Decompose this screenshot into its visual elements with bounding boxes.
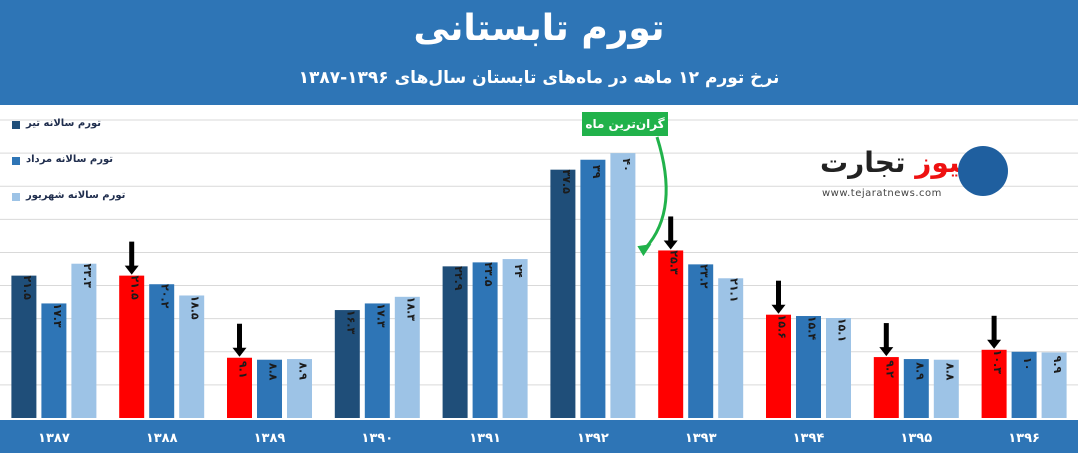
bar <box>873 357 899 418</box>
bar <box>610 153 636 418</box>
data-label: ۱۷.۳ <box>374 303 387 328</box>
bar <box>933 359 959 418</box>
x-tick-label: ۱۳۸۸ <box>146 431 178 446</box>
data-label: ۹.۹ <box>1051 356 1064 374</box>
tejaratnews-logo: نیوز تجارت www.tejaratnews.com <box>812 140 1008 208</box>
data-label: ۲۵.۳ <box>668 250 681 275</box>
data-label: ۸.۸ <box>267 363 280 381</box>
x-tick-label: ۱۳۹۰ <box>361 431 393 446</box>
legend-item-tir: تورم سالانه تیر <box>12 118 142 154</box>
data-label: ۱۵.۱ <box>836 318 849 342</box>
x-tick-label: ۱۳۹۴ <box>793 431 825 446</box>
bar <box>718 278 744 418</box>
data-label: ۸.۹ <box>297 362 310 380</box>
data-label: ۹.۱ <box>237 361 250 379</box>
peak-annotation-arrowhead <box>637 244 652 257</box>
data-label: ۱۶.۳ <box>344 310 357 335</box>
x-tick-label: ۱۳۹۳ <box>685 431 717 446</box>
bar <box>1011 351 1037 418</box>
highlight-arrow-head <box>771 304 786 314</box>
bar <box>903 359 929 418</box>
logo-wordmark: نیوز تجارت <box>820 146 971 179</box>
highlight-arrow-head <box>124 265 139 275</box>
x-tick-label: ۱۳۸۷ <box>38 431 70 446</box>
x-tick-label: ۱۳۹۲ <box>577 431 609 446</box>
data-label: ۱۰ <box>1021 357 1034 370</box>
chart-subtitle: نرخ تورم ۱۲ ماهه در ماه‌های تابستان سال‌… <box>298 68 780 88</box>
data-label: ۸.۸ <box>943 363 956 381</box>
legend-label-mordad: تورم سالانه مرداد <box>26 154 114 165</box>
bar <box>71 263 97 418</box>
bar <box>364 303 390 418</box>
bar <box>688 264 714 418</box>
logo-url: www.tejaratnews.com <box>822 188 942 199</box>
data-label: ۸.۹ <box>913 362 926 380</box>
bar <box>334 310 360 418</box>
legend-swatch-mordad <box>12 157 20 165</box>
logo-brand-black: تجارت <box>820 146 906 179</box>
x-tick-label: ۱۳۹۶ <box>1008 431 1040 446</box>
bar <box>11 275 37 418</box>
data-label: ۱۵.۶ <box>776 315 789 339</box>
chart-header: تورم تابستانی نرخ تورم ۱۲ ماهه در ماه‌ها… <box>0 0 1078 105</box>
bar <box>394 296 420 418</box>
data-label: ۱۷.۳ <box>51 303 64 328</box>
bar <box>766 314 791 418</box>
chart-legend: تورم سالانه تیر تورم سالانه مرداد تورم س… <box>12 118 142 226</box>
x-tick-label: ۱۳۸۹ <box>254 431 286 446</box>
data-label: ۹.۲ <box>883 360 896 378</box>
data-label: ۴۰ <box>620 158 633 171</box>
bar <box>580 159 606 418</box>
highlight-arrow-head <box>663 240 678 250</box>
legend-item-shahrivar: تورم سالانه شهریور <box>12 190 142 226</box>
highlight-arrow-head <box>232 347 247 357</box>
legend-label-tir: تورم سالانه تیر <box>26 118 101 129</box>
bar <box>287 359 312 418</box>
highlight-arrow-head <box>987 339 1002 349</box>
data-label: ۲۲.۹ <box>452 266 465 291</box>
chart-title: تورم تابستانی <box>413 8 665 49</box>
legend-label-shahrivar: تورم سالانه شهریور <box>26 190 126 201</box>
logo-icon <box>958 146 1008 196</box>
bar <box>227 357 252 418</box>
data-label: ۲۰.۲ <box>159 284 172 309</box>
data-label: ۲۱.۵ <box>129 275 142 300</box>
peak-annotation-label: گران‌ترین ماه <box>582 112 668 136</box>
data-label: ۱۸.۳ <box>404 297 417 322</box>
bar <box>550 169 576 418</box>
data-label: ۲۱.۵ <box>21 275 34 300</box>
bar <box>658 250 684 418</box>
bar <box>796 316 821 418</box>
bar <box>257 359 282 418</box>
bar <box>179 295 205 418</box>
data-label: ۳۷.۵ <box>560 170 573 195</box>
data-label: ۱۰.۳ <box>991 350 1004 375</box>
highlight-arrow-head <box>879 347 894 357</box>
bar <box>502 259 528 418</box>
legend-swatch-tir <box>12 121 20 129</box>
data-label: ۲۳.۳ <box>81 264 94 289</box>
x-tick-label: ۱۳۹۵ <box>900 431 932 446</box>
data-label: ۲۴ <box>512 264 525 278</box>
data-label: ۲۳.۵ <box>482 262 495 287</box>
peak-annotation-arrow <box>644 136 668 250</box>
bar <box>472 262 498 418</box>
bar <box>41 303 67 418</box>
category-axis-band <box>0 420 1078 453</box>
data-label: ۳۹ <box>590 165 603 179</box>
bar <box>1041 352 1067 418</box>
legend-swatch-shahrivar <box>12 193 20 201</box>
legend-item-mordad: تورم سالانه مرداد <box>12 154 142 190</box>
data-label: ۱۵.۴ <box>806 316 819 341</box>
bar <box>826 318 851 418</box>
bar <box>981 349 1007 418</box>
x-tick-label: ۱۳۹۱ <box>469 431 501 446</box>
data-label: ۲۱.۱ <box>728 278 741 302</box>
data-label: ۲۳.۲ <box>698 264 711 289</box>
data-label: ۱۸.۵ <box>189 295 202 320</box>
bar <box>119 275 145 418</box>
bar <box>149 284 175 418</box>
bar <box>442 266 468 418</box>
